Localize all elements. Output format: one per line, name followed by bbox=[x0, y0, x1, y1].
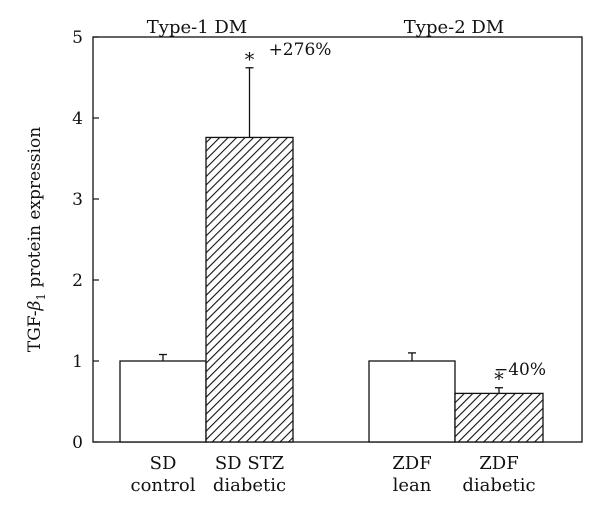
y-tick-label: 0 bbox=[72, 433, 83, 453]
y-tick-label: 1 bbox=[72, 352, 83, 372]
bar bbox=[119, 360, 207, 443]
y-tick-label: 5 bbox=[72, 28, 83, 48]
bar bbox=[205, 136, 294, 443]
category-label: SD STZ bbox=[215, 453, 284, 474]
y-label-prefix: TGF- bbox=[25, 310, 45, 352]
group-title: Type-1 DM bbox=[147, 17, 247, 38]
category-label: diabetic bbox=[462, 475, 535, 496]
y-label-subscript: 1 bbox=[34, 293, 48, 301]
y-tick-label: 2 bbox=[72, 271, 83, 291]
percent-change-label: −40% bbox=[494, 360, 546, 380]
bar bbox=[368, 360, 456, 443]
y-label-suffix: protein expression bbox=[25, 127, 45, 293]
category-label: ZDF bbox=[479, 453, 518, 474]
significance-marker: * bbox=[245, 49, 255, 71]
category-label: SD bbox=[150, 453, 177, 474]
plot-frame bbox=[92, 36, 583, 443]
y-tick-label: 3 bbox=[72, 190, 83, 210]
bar bbox=[454, 392, 544, 443]
y-tick-label: 4 bbox=[72, 109, 83, 129]
group-title: Type-2 DM bbox=[404, 17, 504, 38]
y-axis-label: TGF-β1 protein expression bbox=[25, 127, 48, 352]
category-label: control bbox=[131, 475, 196, 496]
percent-change-label: +276% bbox=[269, 40, 332, 60]
y-label-beta: β bbox=[25, 300, 45, 311]
category-label: diabetic bbox=[213, 475, 286, 496]
category-label: lean bbox=[393, 475, 432, 496]
category-label: ZDF bbox=[392, 453, 431, 474]
significance-marker: * bbox=[494, 369, 504, 391]
